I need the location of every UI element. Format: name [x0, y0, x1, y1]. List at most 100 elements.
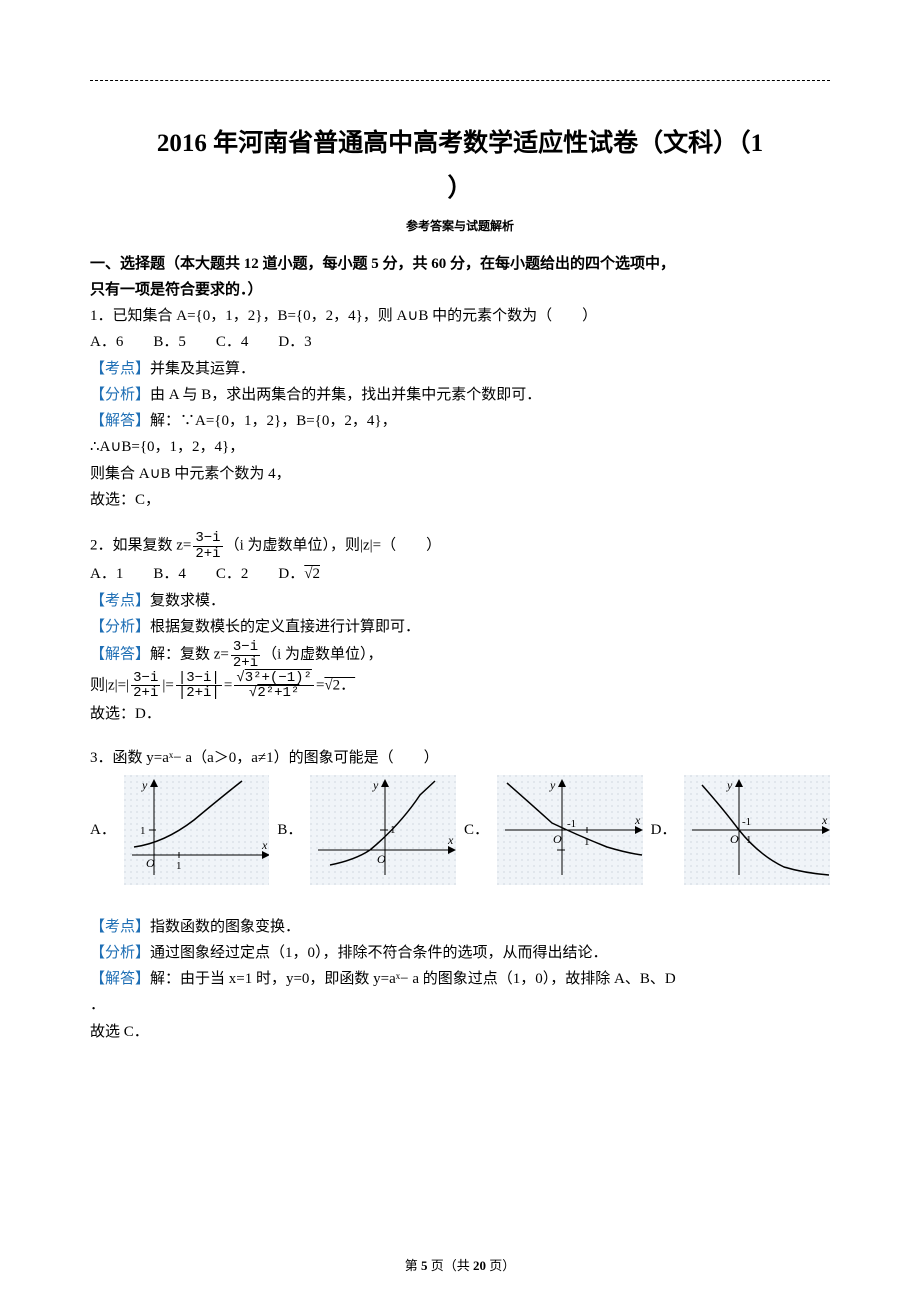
- fenxi-text: 根据复数模长的定义直接进行计算即可．: [150, 619, 420, 635]
- sqrt-num: √3²+(−1)²: [234, 671, 314, 687]
- frac-den: 2+i: [193, 547, 222, 562]
- jieda-label: 【解答】: [90, 413, 150, 429]
- footer-mid: 页（共: [427, 1258, 473, 1273]
- fenxi-label: 【分析】: [90, 387, 150, 403]
- section-heading-line-1: 一、选择题（本大题共 12 道小题，每小题 5 分，共 60 分，在每小题给出的…: [90, 256, 675, 272]
- frac-num: 3−i: [231, 640, 260, 656]
- q2-conclusion: 故选：D．: [90, 701, 830, 727]
- fraction-icon: 3−i2+i: [131, 671, 160, 701]
- q3-conclusion: 故选 C．: [90, 1019, 830, 1045]
- footer-total-pages: 20: [473, 1258, 486, 1273]
- abs-den: |2+i|: [176, 686, 222, 701]
- question-3: 3．函数 y=aˣ− a（a＞0，a≠1）的图象可能是（ ） A． y x O …: [90, 745, 830, 1045]
- svg-text:O: O: [730, 832, 739, 846]
- fenxi-label: 【分析】: [90, 945, 150, 961]
- title-line-2: ）: [447, 175, 472, 202]
- q3-jieda-l2: ．: [90, 992, 830, 1018]
- sqrt-2-icon: √2．: [324, 677, 355, 693]
- svg-text:y: y: [372, 778, 379, 792]
- footer-post: 页）: [486, 1258, 515, 1273]
- fraction-sqrt-icon: √3²+(−1)²√2²+1²: [234, 671, 314, 701]
- kaodian-text: 并集及其运算．: [150, 361, 255, 377]
- q2-optA: A．1: [90, 566, 123, 582]
- q1-options: A．6 B．5 C．4 D．3: [90, 329, 830, 355]
- graph-A: y x O 1 1: [124, 775, 270, 885]
- frac-den: 2+i: [231, 656, 260, 671]
- svg-text:O: O: [377, 852, 386, 866]
- q2-stem-post: （i 为虚数单位），则|z|=（ ）: [225, 538, 442, 554]
- sqrt-2-icon: √2: [304, 566, 320, 582]
- q2-options: A．1 B．4 C．2 D．√2: [90, 561, 830, 587]
- q1-jieda-l3: 则集合 A∪B 中元素个数为 4，: [90, 461, 830, 487]
- q1-jieda-l4: 故选：C，: [90, 487, 830, 513]
- kaodian-text: 指数函数的图象变换．: [150, 919, 300, 935]
- label-C: C．: [464, 817, 489, 843]
- q2-jieda-l1: 【解答】解：复数 z=3−i2+i（i 为虚数单位），: [90, 640, 830, 670]
- frac-num: 3−i: [193, 531, 222, 547]
- footer-pre: 第: [405, 1258, 421, 1273]
- svg-text:1: 1: [140, 825, 146, 837]
- q2-optD-pre: D．: [278, 566, 304, 582]
- sqrt-den: √2²+1²: [234, 686, 314, 701]
- line2-pre: 则|z|=|: [90, 677, 129, 693]
- kaodian-text: 复数求模．: [150, 593, 225, 609]
- fraction-icon: 3−i2+i: [193, 531, 222, 561]
- section-heading: 一、选择题（本大题共 12 道小题，每小题 5 分，共 60 分，在每小题给出的…: [90, 252, 830, 303]
- q3-graph-row: A． y x O 1 1 B． y x: [90, 775, 830, 885]
- frac-num: 3−i: [131, 671, 160, 687]
- fenxi-label: 【分析】: [90, 619, 150, 635]
- fraction-icon: |3−i||2+i|: [176, 671, 222, 701]
- title-line-1: 2016 年河南省普通高中高考数学适应性试卷（文科）（1: [157, 130, 763, 157]
- jieda-post: （i 为虚数单位），: [262, 647, 382, 663]
- svg-text:-1: -1: [742, 816, 751, 828]
- question-1: 1．已知集合 A={0，1，2}，B={0，2，4}，则 A∪B 中的元素个数为…: [90, 303, 830, 513]
- q3-stem: 3．函数 y=aˣ− a（a＞0，a≠1）的图象可能是（ ）: [90, 745, 830, 771]
- svg-text:x: x: [821, 813, 828, 827]
- page-footer: 第 5 页（共 20 页）: [0, 1255, 920, 1274]
- eq: =: [224, 677, 232, 693]
- q3-jieda: 【解答】解：由于当 x=1 时，y=0，即函数 y=aˣ− a 的图象过点（1，…: [90, 966, 830, 992]
- svg-text:x: x: [634, 813, 641, 827]
- svg-text:y: y: [549, 778, 556, 792]
- q1-stem: 1．已知集合 A={0，1，2}，B={0，2，4}，则 A∪B 中的元素个数为…: [90, 303, 830, 329]
- document-title: 2016 年河南省普通高中高考数学适应性试卷（文科）（1 ）: [90, 121, 830, 211]
- svg-text:x: x: [447, 833, 454, 847]
- jieda-label: 【解答】: [90, 971, 150, 987]
- q3-kaodian: 【考点】指数函数的图象变换．: [90, 914, 830, 940]
- abs-num: |3−i|: [176, 671, 222, 687]
- q3-fenxi: 【分析】通过图象经过定点（1，0），排除不符合条件的选项，从而得出结论．: [90, 940, 830, 966]
- fraction-icon: 3−i2+i: [231, 640, 260, 670]
- graph-D: y x O -1 1: [684, 775, 830, 885]
- section-heading-line-2: 只有一项是符合要求的．）: [90, 282, 263, 298]
- kaodian-label: 【考点】: [90, 919, 150, 935]
- frac-den: 2+i: [131, 686, 160, 701]
- label-B: B．: [277, 817, 302, 843]
- q1-jieda-l2: ∴A∪B={0，1，2，4}，: [90, 434, 830, 460]
- svg-text:x: x: [261, 838, 268, 852]
- kaodian-label: 【考点】: [90, 593, 150, 609]
- jieda-label: 【解答】: [90, 647, 150, 663]
- q2-stem-pre: 2．如果复数 z=: [90, 538, 191, 554]
- graph-C: y x O -1 1: [497, 775, 643, 885]
- q2-optC: C．2: [216, 566, 249, 582]
- svg-text:O: O: [553, 832, 562, 846]
- q2-stem: 2．如果复数 z=3−i2+i（i 为虚数单位），则|z|=（ ）: [90, 531, 830, 561]
- svg-text:1: 1: [176, 860, 182, 872]
- jieda-l1: 解：由于当 x=1 时，y=0，即函数 y=aˣ− a 的图象过点（1，0），故…: [150, 971, 676, 987]
- top-divider: [90, 80, 830, 81]
- label-D: D．: [651, 817, 677, 843]
- svg-text:y: y: [726, 778, 733, 792]
- jieda-pre: 解：复数 z=: [150, 647, 229, 663]
- q1-kaodian: 【考点】并集及其运算．: [90, 356, 830, 382]
- graph-B: y x O 1: [310, 775, 456, 885]
- q1-jieda: 【解答】解：∵A={0，1，2}，B={0，2，4}，: [90, 408, 830, 434]
- page: 2016 年河南省普通高中高考数学适应性试卷（文科）（1 ） 参考答案与试题解析…: [0, 0, 920, 1302]
- q1-fenxi: 【分析】由 A 与 B，求出两集合的并集，找出并集中元素个数即可．: [90, 382, 830, 408]
- svg-text:O: O: [146, 856, 155, 870]
- fenxi-text: 由 A 与 B，求出两集合的并集，找出并集中元素个数即可．: [150, 387, 541, 403]
- q2-optB: B．4: [153, 566, 186, 582]
- q2-fenxi: 【分析】根据复数模长的定义直接进行计算即可．: [90, 614, 830, 640]
- question-2: 2．如果复数 z=3−i2+i（i 为虚数单位），则|z|=（ ） A．1 B．…: [90, 531, 830, 727]
- svg-text:-1: -1: [567, 818, 576, 830]
- document-subtitle: 参考答案与试题解析: [90, 217, 830, 234]
